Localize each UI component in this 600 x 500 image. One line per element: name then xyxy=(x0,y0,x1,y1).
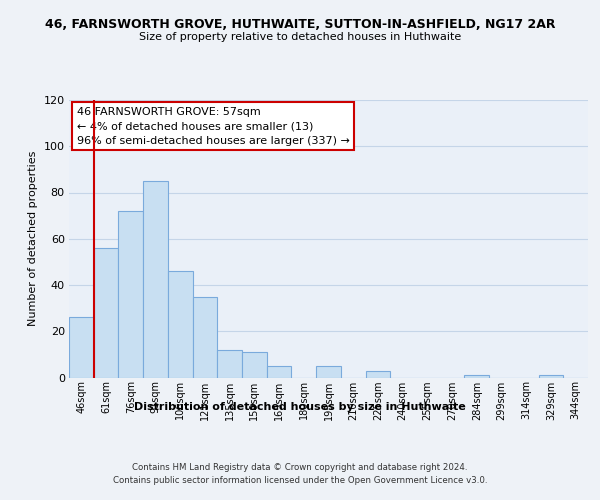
Bar xyxy=(193,296,217,378)
Bar xyxy=(365,370,390,378)
Text: Size of property relative to detached houses in Huthwaite: Size of property relative to detached ho… xyxy=(139,32,461,42)
Bar xyxy=(464,375,489,378)
Bar xyxy=(217,350,242,378)
Bar xyxy=(118,211,143,378)
Text: Distribution of detached houses by size in Huthwaite: Distribution of detached houses by size … xyxy=(134,402,466,412)
Text: Contains HM Land Registry data © Crown copyright and database right 2024.: Contains HM Land Registry data © Crown c… xyxy=(132,462,468,471)
Bar xyxy=(267,366,292,378)
Bar xyxy=(242,352,267,378)
Bar xyxy=(143,181,168,378)
Text: Contains public sector information licensed under the Open Government Licence v3: Contains public sector information licen… xyxy=(113,476,487,485)
Bar xyxy=(69,318,94,378)
Text: 46 FARNSWORTH GROVE: 57sqm
← 4% of detached houses are smaller (13)
96% of semi-: 46 FARNSWORTH GROVE: 57sqm ← 4% of detac… xyxy=(77,107,350,146)
Bar xyxy=(168,271,193,378)
Y-axis label: Number of detached properties: Number of detached properties xyxy=(28,151,38,326)
Text: 46, FARNSWORTH GROVE, HUTHWAITE, SUTTON-IN-ASHFIELD, NG17 2AR: 46, FARNSWORTH GROVE, HUTHWAITE, SUTTON-… xyxy=(45,18,555,30)
Bar xyxy=(94,248,118,378)
Bar xyxy=(539,375,563,378)
Bar xyxy=(316,366,341,378)
